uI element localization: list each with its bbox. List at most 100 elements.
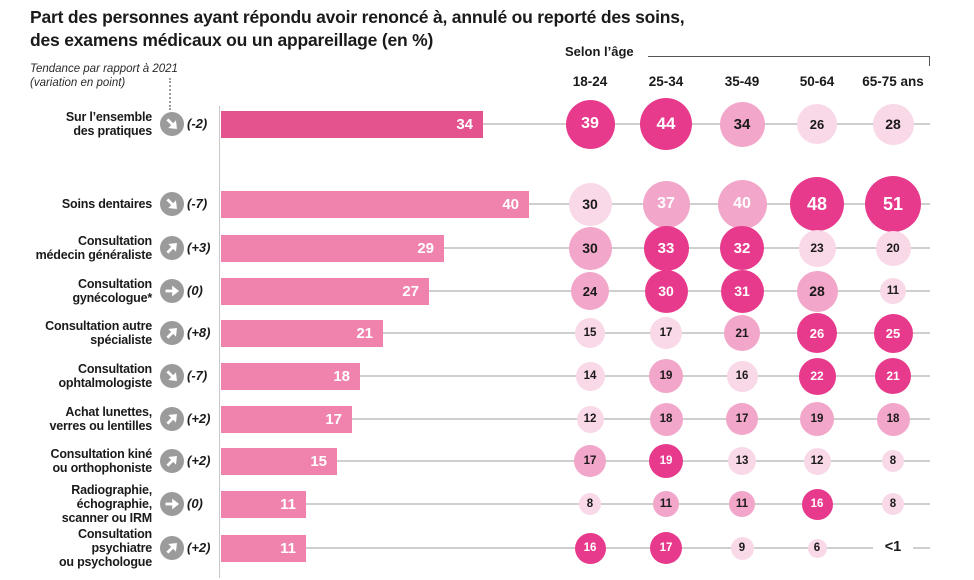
age-bubble: 9 (730, 536, 754, 560)
age-column-header: 65-75 ans (862, 74, 924, 89)
age-bubble: 16 (801, 488, 833, 520)
trend-arrow-down-icon (160, 192, 184, 221)
trend-legend-note: Tendance par rapport à 2021 (variation e… (30, 62, 250, 90)
category-label: Radiographie, échographie, scanner ou IRM (0, 483, 152, 525)
trend-value: (-7) (187, 368, 208, 383)
age-bubble: 19 (649, 359, 683, 393)
age-bubble-value: 48 (806, 193, 828, 214)
age-bubble-value: 23 (810, 241, 824, 255)
category-label-line: Sur l’ensemble (65, 110, 152, 124)
category-label-line: Consultation (78, 362, 152, 376)
category-label-line: Consultation autre (45, 319, 152, 333)
age-bubble-value: 28 (809, 283, 825, 299)
category-label: Consultation kiné ou orthophoniste (0, 447, 153, 475)
age-bubble-value: 44 (656, 114, 676, 133)
page-title: Part des personnes ayant répondu avoir r… (30, 6, 950, 52)
age-bubble-value: 32 (733, 239, 751, 257)
age-column-header: 25-34 (648, 74, 684, 89)
category-label-line: Radiographie, (71, 483, 152, 497)
age-bubble-value: 30 (582, 240, 598, 256)
age-bubble: 48 (790, 177, 844, 231)
bar-value: 29 (417, 239, 434, 257)
category-label: Consultation médecin généraliste (0, 234, 153, 262)
age-bubble: 16 (726, 360, 758, 392)
age-bubble-value: 14 (583, 370, 597, 382)
age-bubble-value: 51 (882, 193, 904, 214)
category-label: Sur l’ensemble des pratiques (0, 110, 152, 138)
category-label-line: ou orthophoniste (52, 461, 152, 475)
trend-arrow-flat-icon (160, 492, 184, 521)
trend-value: (-2) (187, 116, 208, 131)
age-bubble: 16 (574, 532, 606, 564)
trend-arrow-down-icon (160, 364, 184, 393)
trend-value: (+3) (187, 240, 211, 255)
age-column-header: 18-24 (572, 74, 608, 89)
age-bubble: 18 (876, 402, 910, 436)
bar-value: 21 (356, 324, 373, 342)
age-bubble: 44 (640, 98, 692, 150)
age-bubble-value: 11 (886, 285, 900, 297)
trend-value: (+2) (187, 540, 211, 555)
dotted-connector-line (169, 78, 171, 110)
category-label-line: gynécologue* (72, 291, 152, 305)
trend-arrow-up-icon (160, 321, 184, 350)
age-bubble-value: 11 (735, 498, 749, 510)
age-bubble: 17 (726, 403, 758, 435)
category-label-line: ou psychologue (58, 555, 152, 569)
row-grid-line (360, 375, 930, 377)
category-label-line: Achat lunettes, (65, 405, 152, 419)
age-bubble-value: 19 (659, 455, 673, 467)
category-label-line: Consultation (78, 234, 152, 248)
category-label: Consultation autre spécialiste (0, 319, 152, 347)
trend-note-line-2: (variation en point) (30, 77, 126, 89)
age-bubble-value: 12 (810, 455, 824, 467)
age-bubble: 30 (568, 226, 612, 270)
bar-value: 11 (280, 539, 296, 557)
trend-arrow-up-icon (160, 449, 184, 478)
age-bubble-value: 17 (659, 542, 673, 554)
age-bubble-value: 8 (889, 455, 897, 467)
age-bubble: 17 (650, 532, 682, 564)
age-bubble: 24 (571, 272, 609, 310)
bar-value: 40 (502, 195, 519, 213)
age-bubble: 26 (797, 313, 837, 353)
bar: 11 (221, 534, 306, 562)
age-bubble: 12 (803, 447, 831, 475)
age-bubble: 11 (653, 491, 679, 517)
age-bubble-value: 30 (658, 283, 674, 299)
age-bubble-value: 37 (657, 195, 675, 212)
trend-arrow-up-icon (160, 536, 184, 565)
age-bubble-value: 28 (885, 116, 901, 132)
bar-value: 11 (280, 495, 296, 513)
age-bubble: 21 (875, 358, 911, 394)
row-grid-line (306, 503, 930, 505)
bar: 40 (221, 190, 529, 218)
category-label-line: verres ou lentilles (49, 419, 153, 433)
trend-arrow-up-icon (160, 236, 184, 265)
category-label-line: Consultation (78, 527, 152, 541)
age-column-header: 35-49 (724, 74, 760, 89)
age-bubble-value: 25 (885, 325, 901, 341)
age-bubble: 33 (643, 225, 689, 271)
age-bubble: 31 (720, 269, 764, 313)
age-bubble: 28 (796, 270, 838, 312)
bar: 15 (221, 447, 337, 475)
bar-value: 18 (333, 367, 350, 385)
category-label-line: des pratiques (73, 124, 152, 138)
age-bubble-value: 16 (583, 542, 597, 554)
age-bubble: 11 (880, 278, 906, 304)
age-bubble: 11 (729, 491, 755, 517)
age-bubble-value: 26 (809, 116, 825, 132)
age-bubble-value: 34 (733, 115, 751, 133)
category-label-line: psychiatre (91, 541, 152, 555)
category-label-line: scanner ou IRM (61, 511, 152, 525)
category-label: Soins dentaires (0, 197, 152, 211)
age-bubble-value: 39 (581, 115, 599, 132)
category-label-line: médecin généraliste (35, 248, 153, 262)
age-bubble: 20 (875, 230, 911, 266)
title-line-1: Part des personnes ayant répondu avoir r… (30, 7, 685, 27)
trend-arrow-down-icon (160, 112, 184, 141)
age-bubble: 51 (865, 176, 921, 232)
age-bubble-value: 17 (583, 455, 597, 467)
age-bubble: 23 (798, 229, 836, 267)
